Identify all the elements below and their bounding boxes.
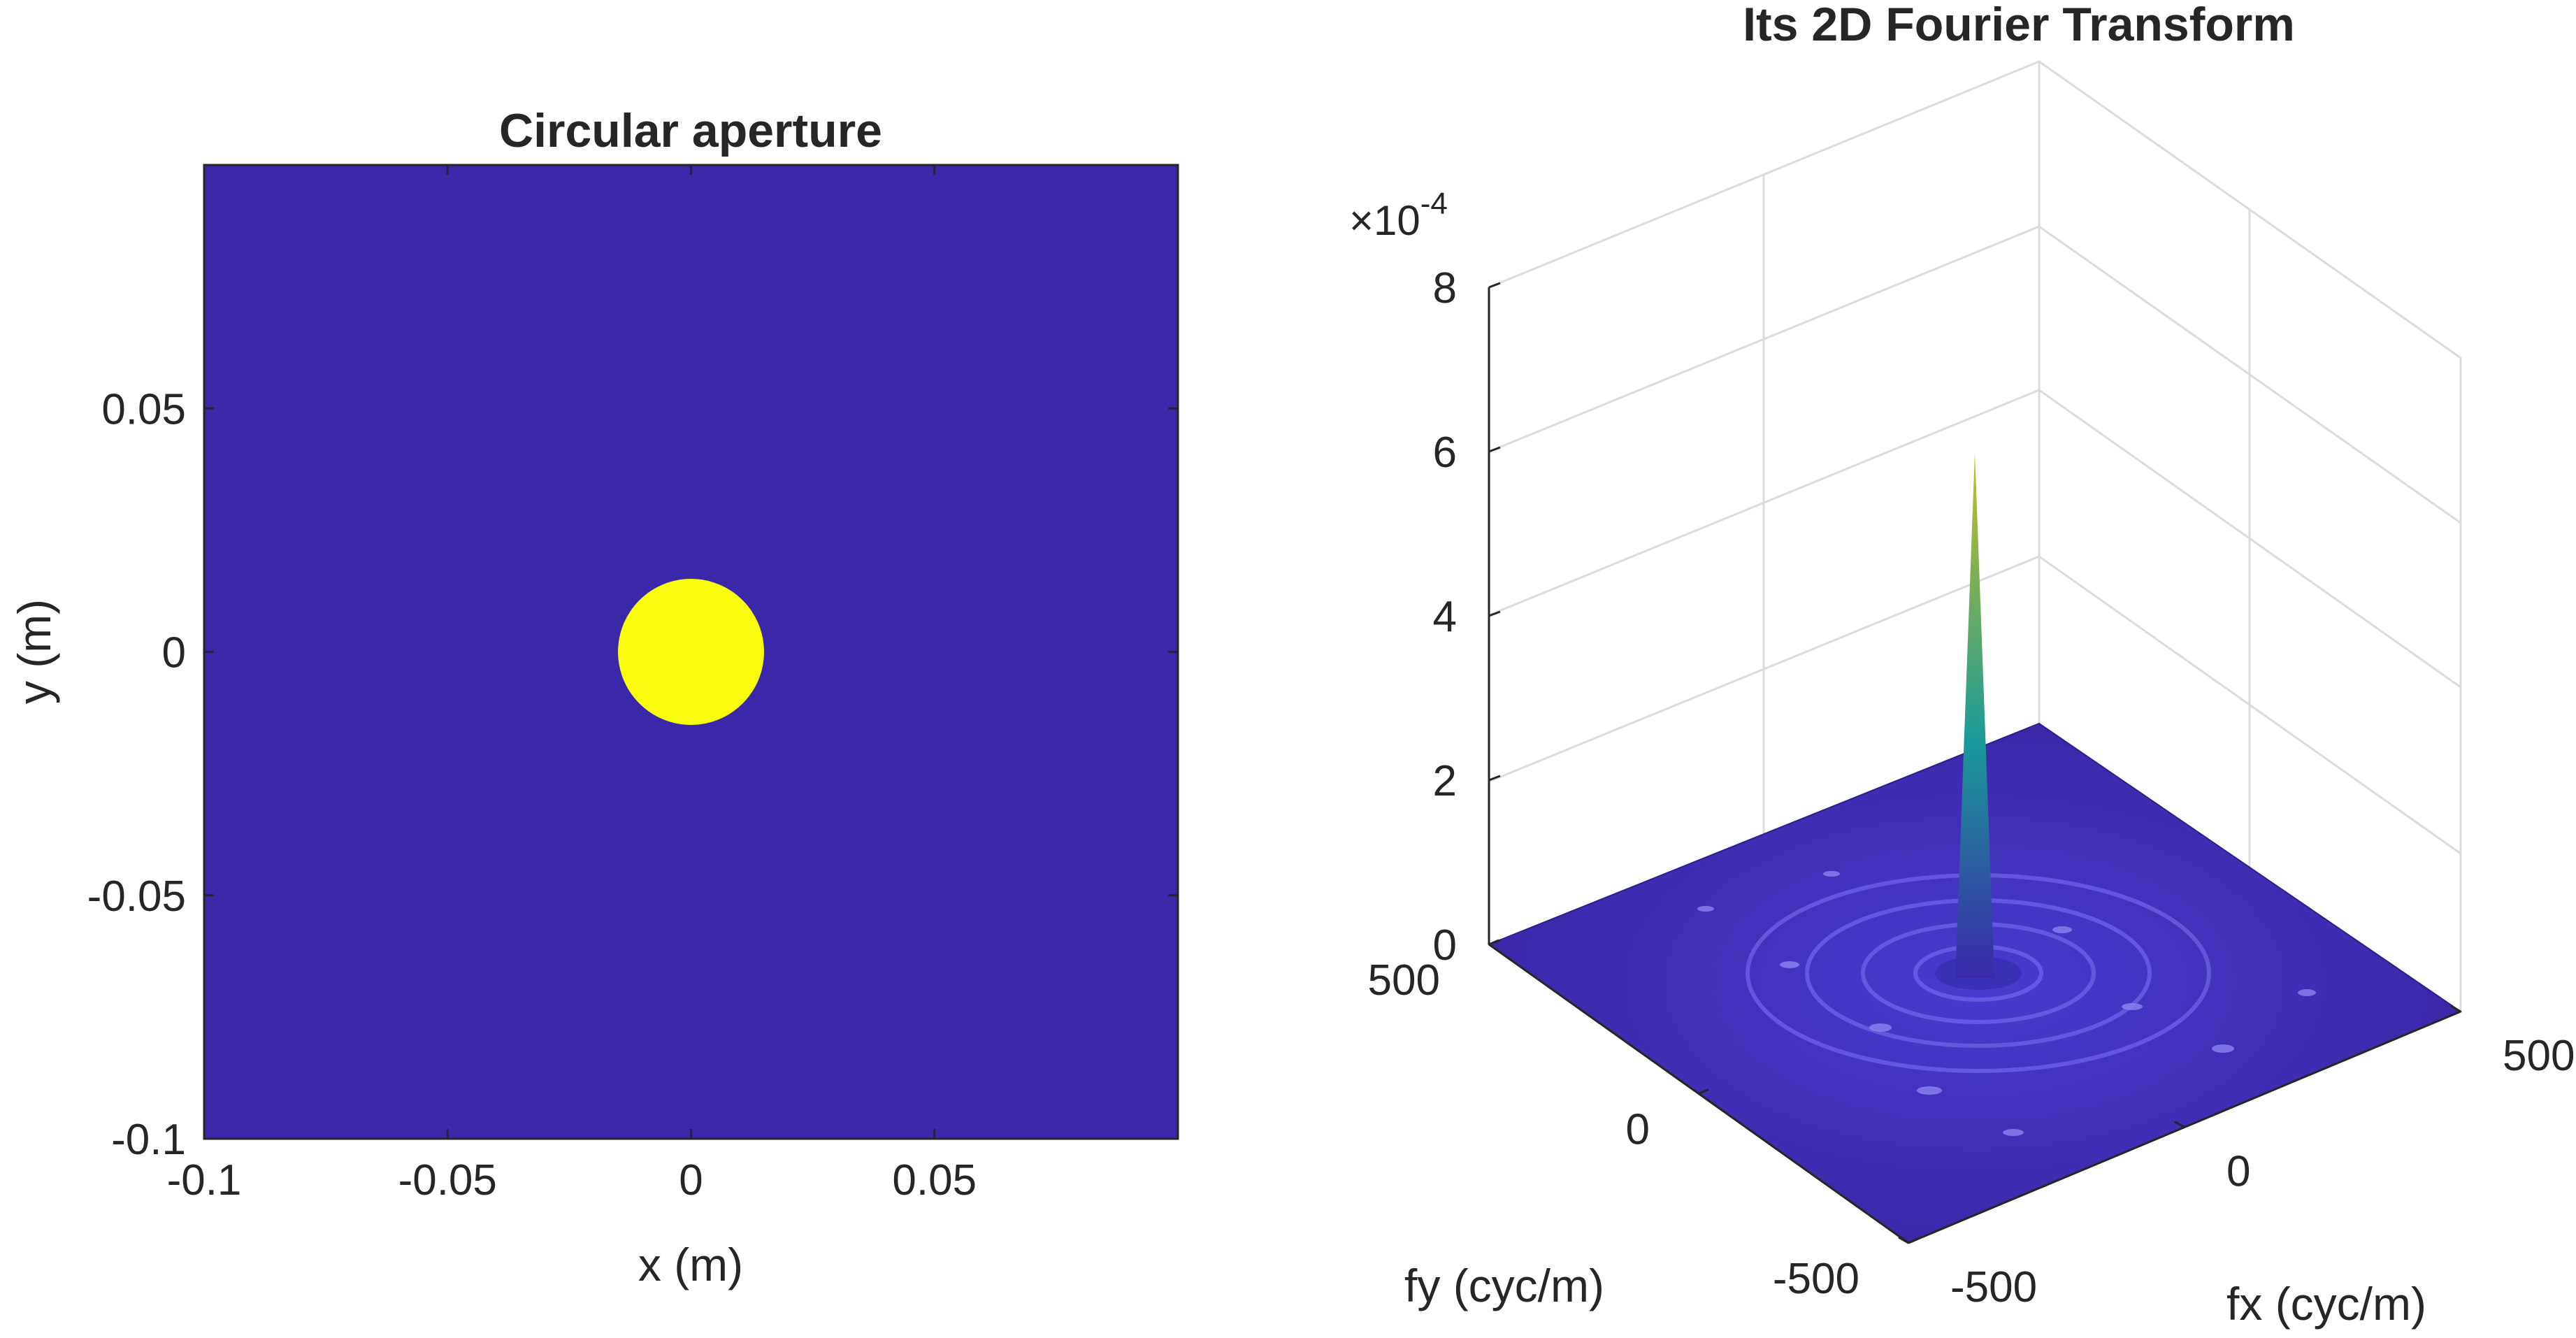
- fourier-z-exponent: ×10-4: [1349, 187, 1448, 244]
- fourier-ytick: [1908, 1237, 1919, 1244]
- aperture-xlabel: x (m): [638, 1239, 743, 1290]
- fourier-ztick-label: 2: [1433, 757, 1457, 805]
- fourier-ztick: [1488, 610, 1501, 617]
- fourier-xtick-label: -500: [1950, 1263, 2037, 1311]
- aperture-ylabel: y (m): [8, 599, 60, 704]
- fourier-ztick-label: 6: [1433, 429, 1457, 477]
- aperture-ytick-label: 0: [162, 629, 186, 677]
- fourier-title: Its 2D Fourier Transform: [1743, 0, 2295, 51]
- fourier-xlabel: fx (cyc/m): [2226, 1278, 2426, 1330]
- aperture-title: Circular aperture: [499, 104, 882, 157]
- aperture-xtick-label: -0.1: [167, 1156, 242, 1204]
- aperture-xtick-label: 0.05: [892, 1156, 977, 1204]
- fourier-z-exponent-base: ×10: [1349, 197, 1420, 244]
- fourier-xtick: [2174, 1121, 2185, 1128]
- fourier-ripple-highlights: [1697, 871, 2316, 1136]
- fourier-ztick: [1488, 282, 1501, 289]
- aperture-ytick-label: 0.05: [101, 385, 186, 433]
- fourier-ztick-label: 0: [1433, 921, 1457, 970]
- fourier-ztick: [1488, 446, 1501, 453]
- fourier-xtick-label: 500: [2503, 1032, 2575, 1080]
- aperture-ytick-label: -0.05: [87, 872, 186, 921]
- fourier-ytick: [1488, 939, 1499, 946]
- fourier-ztick-label: 8: [1433, 264, 1457, 312]
- fourier-ytick: [1698, 1088, 1709, 1095]
- aperture-xtick-label: 0: [679, 1156, 703, 1204]
- aperture-ytick-label: -0.1: [111, 1116, 186, 1164]
- fourier-xtick-label: 0: [2226, 1148, 2250, 1196]
- aperture-disk: [618, 579, 764, 725]
- fourier-z-exponent-power: -4: [1420, 187, 1448, 221]
- fourier-ztick-label: 4: [1433, 593, 1457, 641]
- aperture-xtick-label: -0.05: [398, 1156, 497, 1204]
- fourier-xtick: [2450, 1005, 2461, 1013]
- fourier-ylabel: fy (cyc/m): [1404, 1260, 1604, 1311]
- fourier-ytick-label: -500: [1773, 1255, 1859, 1303]
- fourier-ztick: [1488, 775, 1501, 782]
- aperture-plot: -0.1 -0.05 0 0.05 -0.1 -0.05 0 0.05 Circular ap…: [8, 104, 1179, 1290]
- fourier-xtick: [1898, 1236, 1909, 1244]
- aperture-ticks: -0.1 -0.05 0 0.05 -0.1 -0.05 0 0.05: [87, 165, 1178, 1204]
- fourier-ytick-label: 500: [1368, 956, 1440, 1005]
- fourier-ytick-label: 0: [1626, 1106, 1650, 1154]
- fourier-peak: [1955, 452, 1994, 978]
